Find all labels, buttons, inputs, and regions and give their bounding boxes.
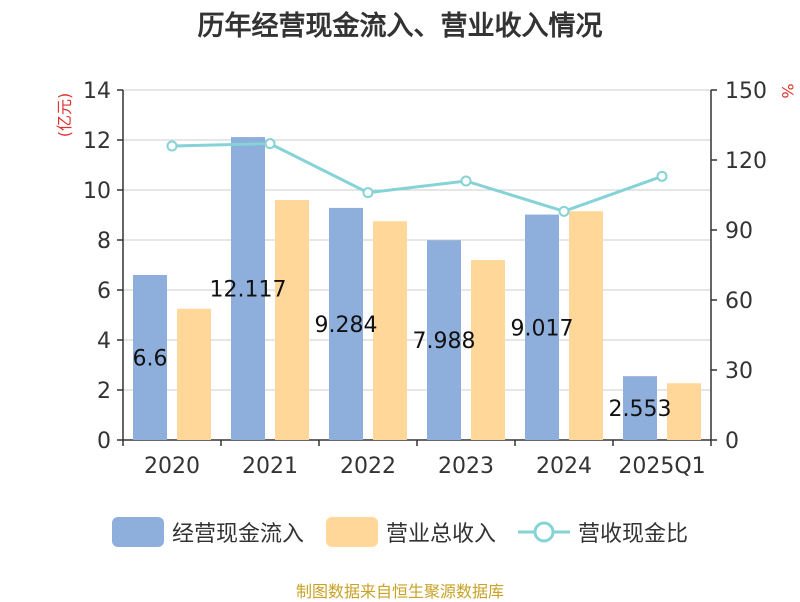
- y-left-unit-label: (亿元): [55, 93, 74, 138]
- y-left-tick-label: 12: [83, 129, 111, 154]
- point-cash-ratio: [264, 138, 276, 150]
- line-cash-ratio: [171, 142, 663, 213]
- bar-cash-inflow: [329, 207, 363, 440]
- point-cash-ratio: [362, 187, 374, 199]
- source-note: 制图数据来自恒生聚源数据库: [295, 582, 504, 601]
- x-tick-label: 2022: [340, 454, 396, 479]
- bar-data-label: 9.017: [511, 316, 574, 341]
- legend-swatch-cash-inflow: [111, 517, 164, 547]
- point-cash-ratio: [166, 140, 178, 152]
- y-right-tick-label: 60: [725, 289, 753, 314]
- y-right-tick-label: 0: [725, 429, 739, 454]
- legend-item-cash-inflow[interactable]: 经营现金流入: [111, 516, 304, 548]
- bar-cash-inflow: [133, 275, 167, 440]
- y-left-tick-label: 6: [97, 279, 111, 304]
- bar-cash-inflow: [623, 376, 657, 440]
- point-cash-ratio: [460, 175, 472, 187]
- bar-cash-inflow: [525, 214, 559, 440]
- legend-swatch-revenue: [325, 517, 378, 547]
- bar-cash-inflow: [427, 240, 461, 440]
- legend-label-cash-inflow: 经营现金流入: [171, 522, 304, 547]
- y-right-tick-label: 90: [725, 219, 753, 244]
- legend: 经营现金流入 营业总收入 营收现金比: [0, 516, 800, 548]
- y-left-tick-label: 4: [97, 329, 111, 354]
- bar-revenue: [471, 260, 505, 440]
- y-left-tick-label: 8: [97, 229, 111, 254]
- bar-data-label: 12.117: [210, 278, 287, 303]
- point-cash-ratio: [656, 170, 668, 182]
- legend-item-cash-ratio[interactable]: 营收现金比: [518, 516, 688, 548]
- bar-data-label: 7.988: [413, 329, 476, 354]
- bar-data-label: 2.553: [609, 397, 672, 422]
- y-left-tick-label: 0: [97, 429, 111, 454]
- chart-title: 历年经营现金流入、营业收入情况: [197, 11, 603, 42]
- y-right-tick-label: 150: [725, 79, 767, 104]
- x-tick-label: 2024: [536, 454, 592, 479]
- bar-data-label: 6.6: [133, 347, 168, 372]
- bar-revenue: [275, 200, 309, 440]
- bar-cash-inflow: [231, 137, 265, 440]
- y-left-tick-label: 10: [83, 179, 111, 204]
- y-left-tick-label: 2: [97, 379, 111, 404]
- legend-item-revenue[interactable]: 营业总收入: [325, 516, 496, 548]
- bar-revenue: [569, 211, 603, 440]
- bar-data-label: 9.284: [315, 313, 378, 338]
- y-right-tick-label: 120: [725, 149, 767, 174]
- bar-revenue: [373, 221, 407, 440]
- y-right-unit-label: %: [778, 83, 797, 98]
- point-cash-ratio: [558, 205, 570, 217]
- legend-label-cash-ratio: 营收现金比: [578, 522, 689, 547]
- y-left-tick-label: 14: [83, 79, 111, 104]
- legend-line-marker-icon: [518, 521, 570, 543]
- x-tick-label: 2021: [242, 454, 298, 479]
- x-tick-label: 2025Q1: [618, 454, 705, 479]
- x-tick-label: 2020: [144, 454, 200, 479]
- bar-revenue: [177, 308, 211, 440]
- x-tick-label: 2023: [438, 454, 494, 479]
- legend-label-revenue: 营业总收入: [385, 522, 496, 547]
- bar-revenue: [667, 383, 701, 440]
- y-right-tick-label: 30: [725, 359, 753, 384]
